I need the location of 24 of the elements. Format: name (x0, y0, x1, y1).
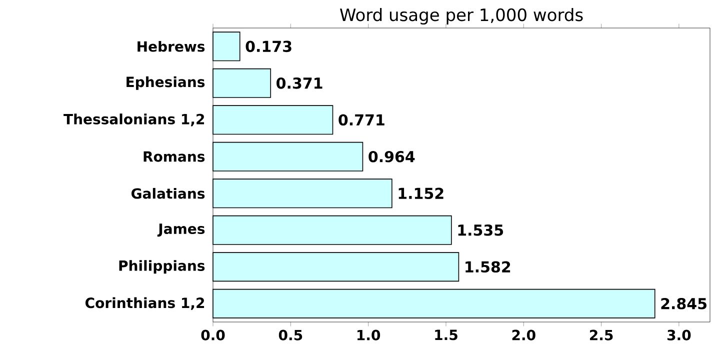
y-tick-label: Thessalonians 1,2 (64, 114, 204, 126)
data-label: 1.535 (458, 224, 504, 236)
y-tick-label: Corinthians 1,2 (85, 297, 204, 310)
data-label: 0.173 (246, 40, 292, 52)
data-label: 2.845 (661, 298, 706, 310)
data-label: 0.371 (276, 77, 322, 89)
y-tick-label: Galatians (132, 188, 205, 199)
x-tick-label: 0.5 (278, 330, 302, 340)
data-label: 1.582 (466, 261, 510, 273)
x-tick-label: 2.0 (512, 330, 536, 340)
x-tick-label: 3.0 (667, 330, 691, 340)
chart-title: Word usage per 1,000 words (340, 8, 583, 25)
x-tick-label: 1.5 (435, 330, 458, 340)
data-label: 1.152 (398, 188, 444, 200)
x-tick-label: 2.5 (590, 330, 613, 340)
x-tick-label: 1.0 (357, 330, 380, 340)
x-tick-label: 0.0 (201, 330, 225, 340)
data-label: 0.964 (368, 150, 415, 162)
y-tick-label: James (157, 224, 205, 237)
y-tick-label: Philippians (119, 260, 205, 274)
y-tick-label: Ephesians (126, 76, 205, 90)
y-tick-label: Hebrews (138, 40, 205, 52)
y-tick-label: Romans (144, 151, 205, 162)
data-label: 0.771 (338, 114, 384, 126)
